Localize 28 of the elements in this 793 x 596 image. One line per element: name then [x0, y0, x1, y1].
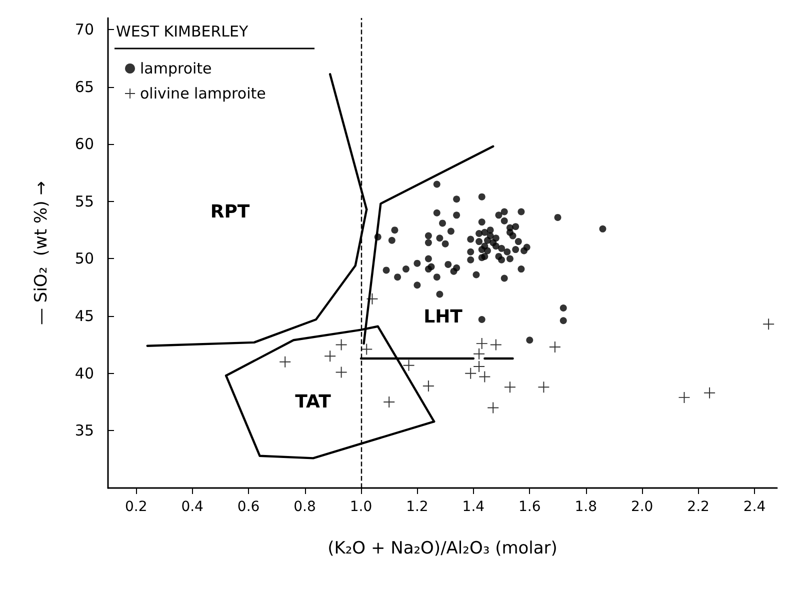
annotation: TAT [295, 392, 332, 412]
x-tick-label: 1.2 [406, 499, 428, 515]
legend-label: olivine lamproite [140, 84, 266, 102]
x-tick-label: 2.4 [743, 499, 766, 515]
x-tick-label: 2.0 [630, 499, 654, 515]
legend-label: lamproite [140, 60, 212, 78]
legend-title: WEST KIMBERLEY [116, 22, 249, 40]
annotation: RPT [210, 202, 250, 222]
x-tick-label: 0.2 [124, 499, 148, 515]
x-tick-label: 0.4 [181, 499, 204, 515]
y-tick-label: 60 [74, 135, 94, 154]
y-tick-label: 35 [74, 422, 94, 440]
x-tick-label: 1.0 [350, 499, 372, 515]
y-tick-label: 55 [74, 192, 94, 210]
x-tick-label: 1.8 [574, 499, 597, 515]
y-tick-label: 40 [74, 364, 94, 382]
x-tick-label: 1.6 [518, 499, 541, 515]
y-tick-label: 45 [74, 307, 94, 326]
x-tick-label: 2.2 [687, 499, 710, 515]
annotation: LHT [424, 306, 464, 328]
x-axis-title: (K₂O + Na₂O)/Al₂O₃ (molar) [328, 538, 558, 558]
y-axis-title: — SiO₂ (wt %) → [32, 181, 52, 325]
x-tick-label: 0.8 [294, 499, 316, 515]
x-tick-label: 1.4 [462, 499, 485, 515]
y-tick-label: 65 [74, 78, 94, 96]
x-tick-label: 0.6 [237, 499, 260, 515]
y-tick-label: 70 [74, 20, 94, 38]
y-tick-label: 50 [74, 250, 94, 268]
